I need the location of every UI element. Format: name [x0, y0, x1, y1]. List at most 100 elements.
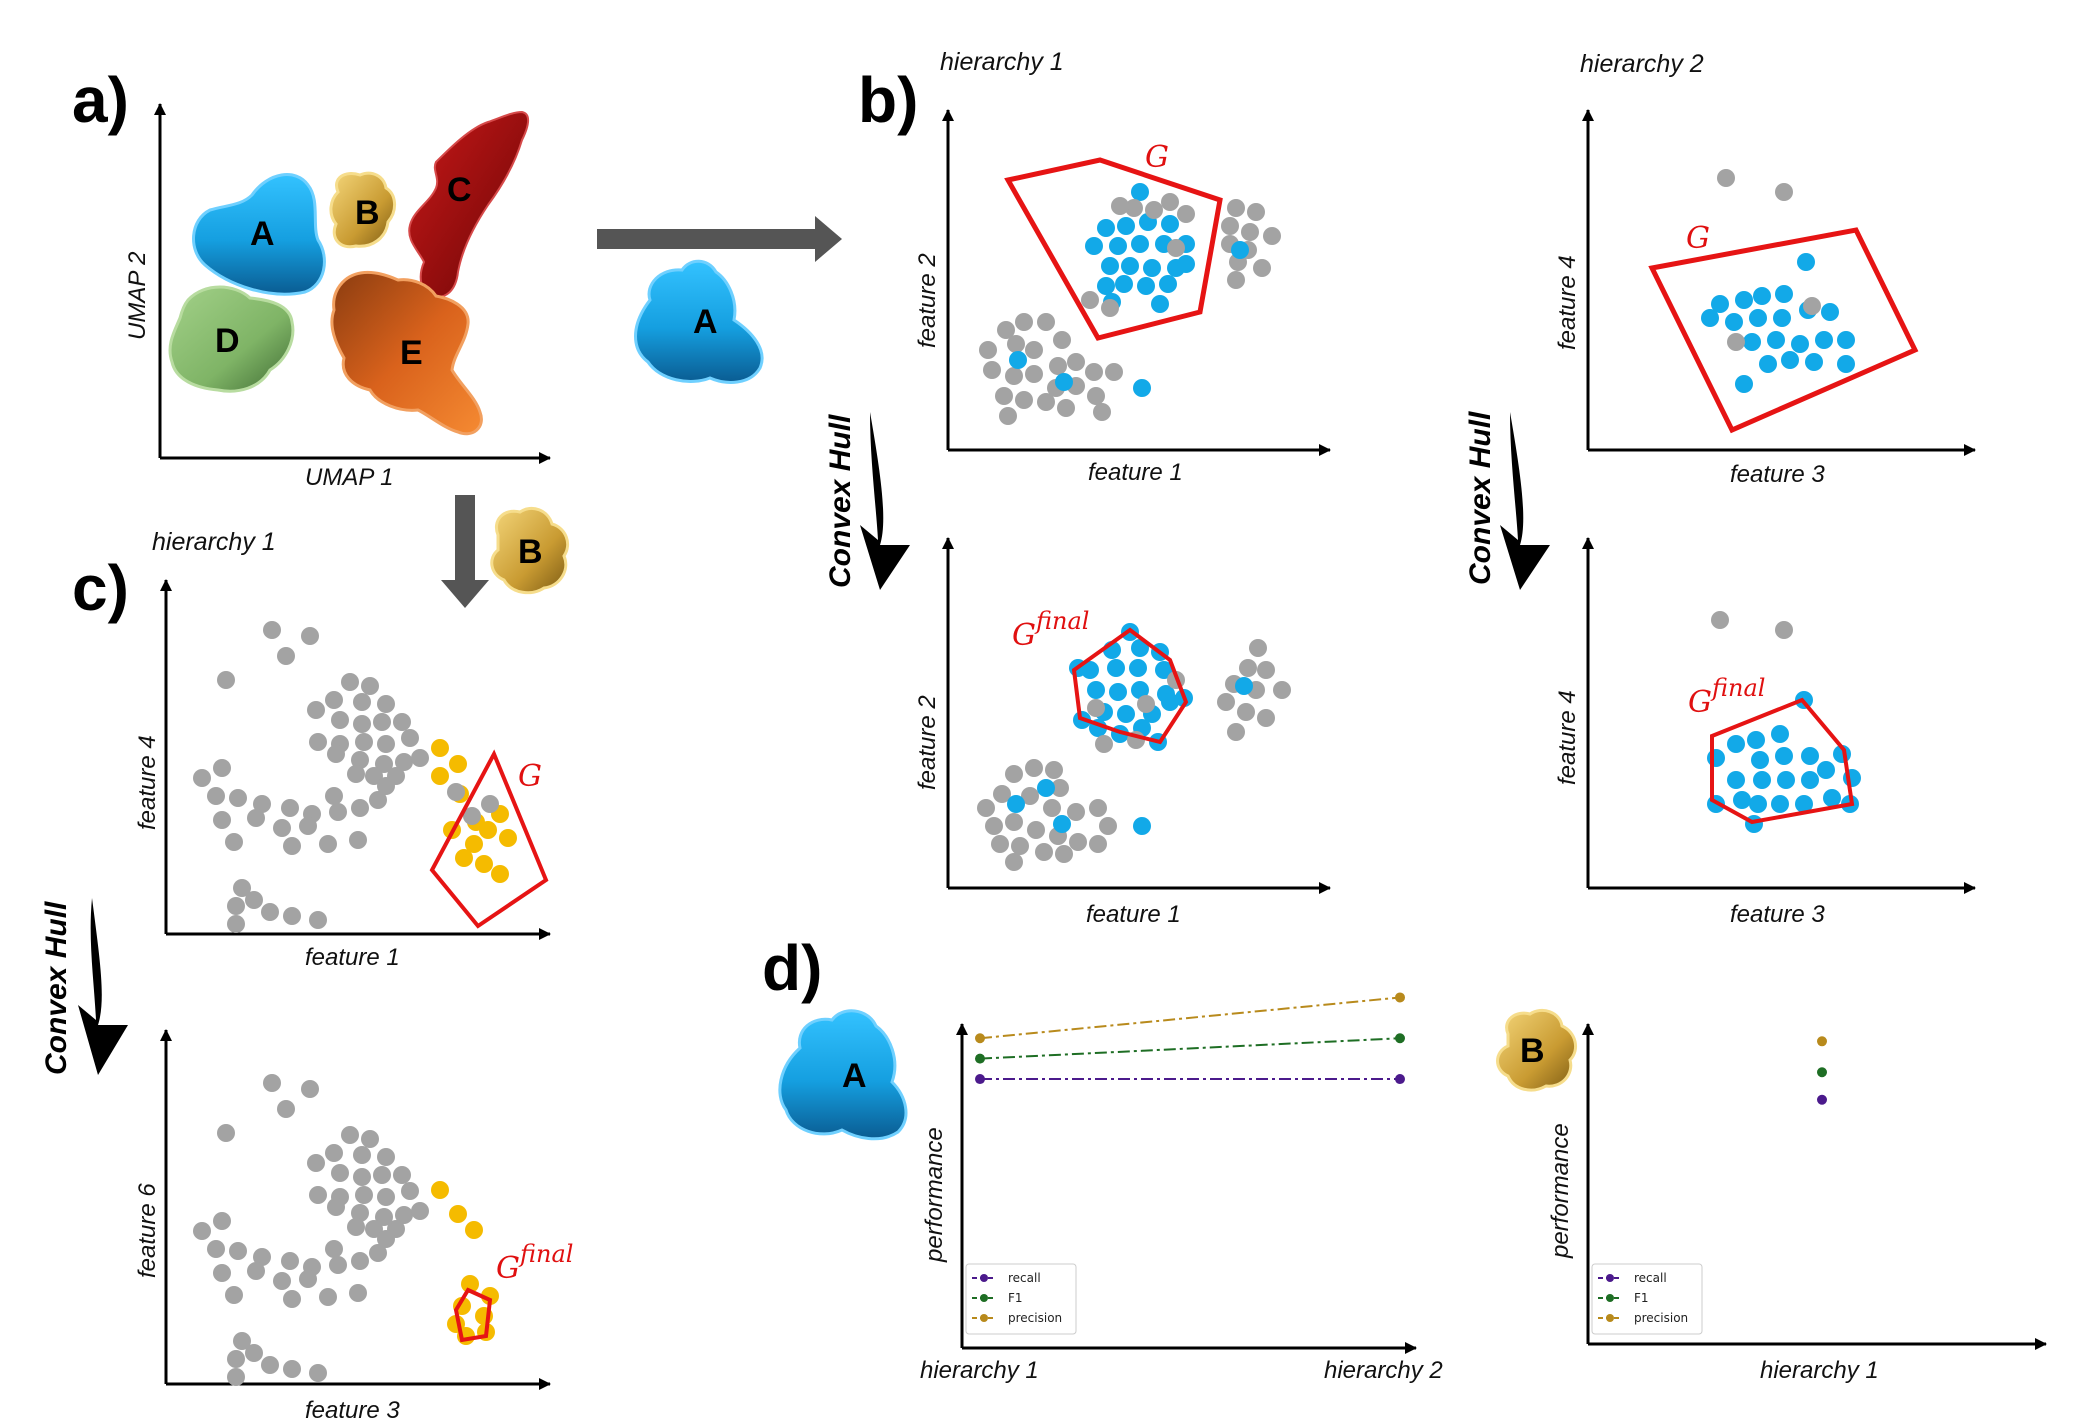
legend-marker: [1606, 1314, 1614, 1322]
data-point-precision: [1395, 992, 1405, 1003]
point-cluster: [431, 739, 449, 757]
point-other: [1011, 837, 1029, 855]
point-cluster: [1701, 309, 1719, 327]
point-cluster: [1775, 747, 1793, 765]
point-cluster: [1131, 639, 1149, 657]
point-cluster: [1837, 331, 1855, 349]
cluster-blob-b-small: [490, 507, 569, 595]
point-other: [227, 897, 245, 915]
point-cluster: [1727, 735, 1745, 753]
point-other: [991, 835, 1009, 853]
point-cluster: [1129, 659, 1147, 677]
legend-entry: F1: [1634, 1291, 1649, 1305]
c-after: feature 3 feature 6 G final: [134, 1029, 573, 1424]
hull-polygon: [429, 749, 549, 929]
legend-entry: precision: [1008, 1311, 1062, 1325]
point-other: [325, 1144, 343, 1162]
point-cluster: [1795, 795, 1813, 813]
point-other: [283, 1290, 301, 1308]
point-other: [213, 1212, 231, 1230]
point-other: [1101, 299, 1119, 317]
cluster-blob-b: [329, 171, 396, 249]
point-other: [213, 811, 231, 829]
point-other: [401, 729, 419, 747]
point-cluster: [1159, 275, 1177, 293]
point-other: [301, 627, 319, 645]
point-other: [1081, 291, 1099, 309]
point-other: [217, 1124, 235, 1142]
point-other: [309, 1364, 327, 1382]
point-other: [1227, 271, 1245, 289]
point-other: [245, 1344, 263, 1362]
legend-box: [1591, 1263, 1703, 1335]
hull-polygon-final: [1710, 697, 1855, 825]
cluster-blob-a-d: [778, 1009, 908, 1141]
hull-label: G: [1145, 140, 1169, 175]
point-other: [1015, 391, 1033, 409]
point-other: [377, 1230, 395, 1248]
point-cluster: [1117, 217, 1135, 235]
point-other: [1105, 363, 1123, 381]
x-axis-label: feature 1: [1086, 901, 1181, 928]
point-other: [1049, 357, 1067, 375]
hull-label-final: G: [496, 1251, 520, 1286]
point-cluster: [1815, 331, 1833, 349]
arrow-shaft: [597, 229, 819, 249]
cluster-label-a: A: [250, 215, 275, 253]
point-other: [369, 1244, 387, 1262]
point-other: [1125, 199, 1143, 217]
point-cluster: [1775, 285, 1793, 303]
panel-d: d) A B performance hierarchy 1 hierarchy…: [762, 932, 2047, 1384]
point-other: [375, 1208, 393, 1226]
point-other: [393, 1166, 411, 1184]
chart-b: performance hierarchy 1 recall F1 precis…: [1547, 1023, 2047, 1384]
point-cluster: [1053, 815, 1071, 833]
point-other: [351, 1252, 369, 1270]
point-other: [307, 701, 325, 719]
panel-letter-a: a): [72, 64, 129, 136]
point-cluster: [1109, 683, 1127, 701]
point-cluster: [1773, 309, 1791, 327]
point-other: [447, 783, 465, 801]
legend-entry: F1: [1008, 1291, 1023, 1305]
point-other: [1005, 367, 1023, 385]
point-other: [229, 1242, 247, 1260]
point-cluster: [1055, 373, 1073, 391]
cluster-label-d: D: [215, 322, 240, 360]
point-cluster: [499, 829, 517, 847]
point-other: [207, 787, 225, 805]
hull-polygon: [1648, 227, 1919, 434]
point-other: [1015, 313, 1033, 331]
point-other: [277, 647, 295, 665]
point-other: [227, 915, 245, 933]
chart-a: performance hierarchy 1 hierarchy 2 reca…: [920, 992, 1443, 1384]
point-cluster: [491, 865, 509, 883]
point-cluster: [1007, 795, 1025, 813]
panel-letter-d: d): [762, 932, 822, 1004]
point-cluster: [1749, 309, 1767, 327]
point-other: [329, 1256, 347, 1274]
point-other: [1025, 341, 1043, 359]
point-other: [411, 749, 429, 767]
point-other: [411, 1202, 429, 1220]
panel-letter-c: c): [72, 552, 129, 624]
cluster-label-b: B: [355, 194, 380, 232]
point-other: [301, 1080, 319, 1098]
point-cluster: [1771, 795, 1789, 813]
point-other: [395, 753, 413, 771]
point-other: [1711, 611, 1729, 629]
point-other: [349, 831, 367, 849]
point-other: [1057, 399, 1075, 417]
point-other: [353, 715, 371, 733]
point-other: [355, 1186, 373, 1204]
point-other: [263, 1074, 281, 1092]
point-cluster: [1797, 253, 1815, 271]
x-axis-label: feature 1: [1088, 459, 1183, 486]
point-cluster: [1837, 355, 1855, 373]
hull-label-final-sup: final: [518, 1240, 573, 1268]
point-other: [253, 795, 271, 813]
legend: recall F1 precision: [1591, 1263, 1703, 1335]
point-other: [327, 745, 345, 763]
point-other: [307, 1154, 325, 1172]
point-other: [977, 799, 995, 817]
